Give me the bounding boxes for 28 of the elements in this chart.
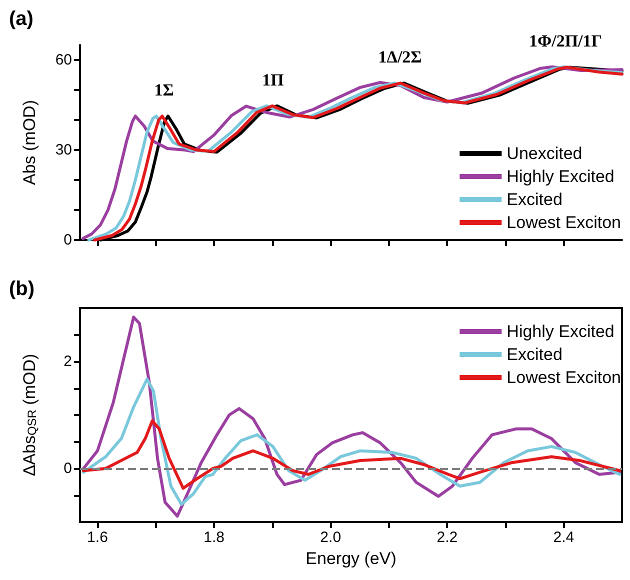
legend-label: Excited (506, 190, 562, 209)
y-tick-label: 0 (64, 232, 72, 248)
annotation: 1Σ (154, 80, 174, 100)
annotation: 1Δ/2Σ (378, 48, 422, 67)
annotation: 1Π (262, 70, 284, 90)
line-series (82, 316, 622, 518)
legend-label: Excited (506, 345, 562, 364)
x-tick-label: 2.2 (436, 529, 458, 546)
y-tick-label: 2 (64, 353, 72, 370)
x-tick-label: 2.4 (553, 529, 574, 546)
y-tick-label: 30 (55, 142, 72, 158)
annotation: 1Φ/2Π/1Γ (529, 32, 602, 51)
legend-label: Highly Excited (506, 167, 614, 186)
line-series (82, 419, 622, 490)
x-tick-label: 2.0 (320, 529, 342, 546)
x-tick-label: 1.8 (204, 529, 224, 546)
y-axis-title: ΔAbsQSR (mOD) (20, 354, 39, 476)
legend-label: Lowest Exciton (506, 213, 622, 232)
chart-title: (b) (9, 278, 35, 300)
x-axis-title: Energy (eV) (306, 549, 396, 568)
chart-title: (a) (9, 8, 34, 30)
y-axis-title: Abs (mOD) (20, 100, 39, 185)
legend-label: Highly Excited (506, 322, 614, 341)
legend-label: Lowest Exciton (506, 368, 622, 387)
y-tick-label: 0 (64, 460, 72, 477)
x-tick-label: 1.6 (87, 529, 108, 546)
y-tick-label: 60 (55, 52, 72, 68)
legend-label: Unexcited (506, 144, 582, 163)
